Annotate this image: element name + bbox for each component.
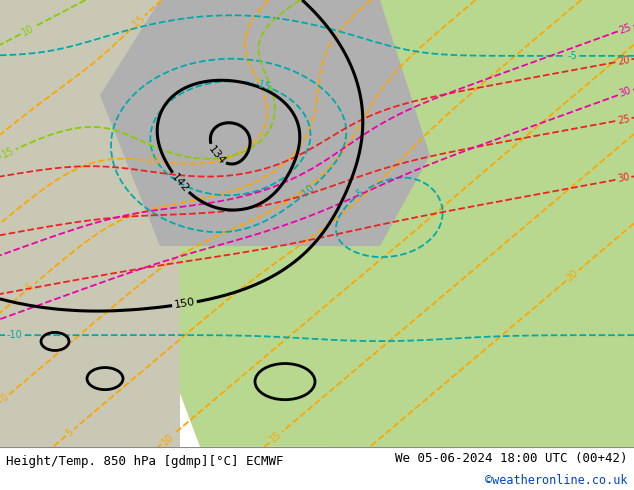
Polygon shape <box>0 0 180 447</box>
Text: -10: -10 <box>298 183 317 201</box>
Text: -5: -5 <box>23 281 37 294</box>
Text: -10: -10 <box>7 330 23 340</box>
Text: 0: 0 <box>0 392 11 404</box>
Text: Height/Temp. 850 hPa [gdmp][°C] ECMWF: Height/Temp. 850 hPa [gdmp][°C] ECMWF <box>6 456 284 468</box>
Text: 134: 134 <box>206 144 227 167</box>
Text: -15: -15 <box>254 79 272 93</box>
Text: 15: 15 <box>268 429 283 445</box>
Polygon shape <box>380 0 634 166</box>
Text: ©weatheronline.co.uk: ©weatheronline.co.uk <box>485 474 628 487</box>
Text: 15: 15 <box>1 146 16 160</box>
Text: 30: 30 <box>618 86 633 99</box>
Text: -10: -10 <box>145 155 161 167</box>
Text: 5: 5 <box>65 427 75 438</box>
Text: -5: -5 <box>567 51 578 61</box>
Text: 25: 25 <box>616 114 630 125</box>
Text: 20: 20 <box>616 55 630 67</box>
Text: 30: 30 <box>616 172 630 184</box>
Text: We 05-06-2024 18:00 UTC (00+42): We 05-06-2024 18:00 UTC (00+42) <box>395 452 628 466</box>
Text: 20: 20 <box>564 268 581 283</box>
Text: 10: 10 <box>20 23 36 38</box>
Text: 142: 142 <box>169 172 191 194</box>
Polygon shape <box>100 0 430 246</box>
Text: -5: -5 <box>353 187 367 201</box>
Text: -15: -15 <box>129 13 147 31</box>
Polygon shape <box>170 186 330 447</box>
Text: 25: 25 <box>618 22 633 35</box>
Text: 10: 10 <box>160 432 176 447</box>
Text: 150: 150 <box>173 297 196 311</box>
Polygon shape <box>330 0 634 447</box>
